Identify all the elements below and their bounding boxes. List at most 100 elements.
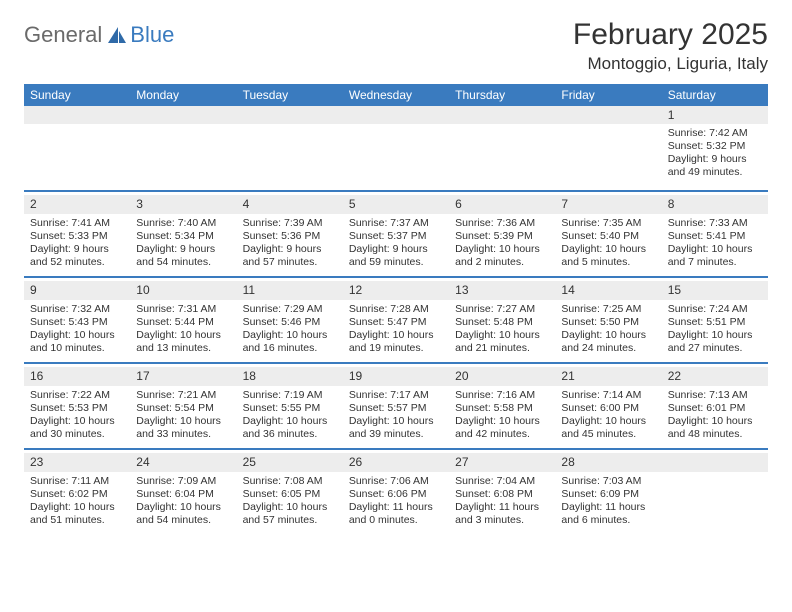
brand-blue: Blue — [130, 22, 174, 48]
day-number: 8 — [662, 195, 768, 214]
sunrise-text: Sunrise: 7:42 AM — [668, 127, 762, 140]
day-number: 23 — [24, 453, 130, 472]
day-number: 10 — [130, 281, 236, 300]
sunset-text: Sunset: 5:57 PM — [349, 402, 443, 415]
location: Montoggio, Liguria, Italy — [573, 54, 768, 74]
sunrise-text: Sunrise: 7:28 AM — [349, 303, 443, 316]
daylight-text: Daylight: 10 hours and 7 minutes. — [668, 243, 762, 269]
daylight-text: Daylight: 9 hours and 57 minutes. — [243, 243, 337, 269]
sunset-text: Sunset: 6:05 PM — [243, 488, 337, 501]
day-number-empty — [662, 453, 768, 472]
daylight-text: Daylight: 10 hours and 39 minutes. — [349, 415, 443, 441]
sunrise-text: Sunrise: 7:14 AM — [561, 389, 655, 402]
sunrise-text: Sunrise: 7:21 AM — [136, 389, 230, 402]
daylight-text: Daylight: 10 hours and 19 minutes. — [349, 329, 443, 355]
sunrise-text: Sunrise: 7:29 AM — [243, 303, 337, 316]
daylight-text: Daylight: 10 hours and 45 minutes. — [561, 415, 655, 441]
calendar-cell — [237, 124, 343, 190]
sunset-text: Sunset: 5:40 PM — [561, 230, 655, 243]
sunset-text: Sunset: 5:41 PM — [668, 230, 762, 243]
day-number: 19 — [343, 367, 449, 386]
sunrise-text: Sunrise: 7:16 AM — [455, 389, 549, 402]
sunrise-text: Sunrise: 7:03 AM — [561, 475, 655, 488]
day-number: 22 — [662, 367, 768, 386]
daylight-text: Daylight: 9 hours and 49 minutes. — [668, 153, 762, 179]
calendar-cell: 8Sunrise: 7:33 AMSunset: 5:41 PMDaylight… — [662, 192, 768, 276]
calendar-cell — [662, 450, 768, 534]
sunset-text: Sunset: 6:01 PM — [668, 402, 762, 415]
sunset-text: Sunset: 5:55 PM — [243, 402, 337, 415]
calendar-cell: 24Sunrise: 7:09 AMSunset: 6:04 PMDayligh… — [130, 450, 236, 534]
day-number: 16 — [24, 367, 130, 386]
sunset-text: Sunset: 5:43 PM — [30, 316, 124, 329]
day-number: 27 — [449, 453, 555, 472]
daylight-text: Daylight: 10 hours and 24 minutes. — [561, 329, 655, 355]
daylight-text: Daylight: 10 hours and 5 minutes. — [561, 243, 655, 269]
day-number: 14 — [555, 281, 661, 300]
day-number: 13 — [449, 281, 555, 300]
calendar-cell: 14Sunrise: 7:25 AMSunset: 5:50 PMDayligh… — [555, 278, 661, 362]
calendar-cell: 19 Sunrise: 7:17 AMSunset: 5:57 PMDayligh… — [343, 364, 449, 448]
calendar-cell: 17Sunrise: 7:21 AMSunset: 5:54 PMDayligh… — [130, 364, 236, 448]
calendar-cell — [555, 124, 661, 190]
calendar-cell: 13Sunrise: 7:27 AMSunset: 5:48 PMDayligh… — [449, 278, 555, 362]
calendar-cell: 7Sunrise: 7:35 AMSunset: 5:40 PMDaylight… — [555, 192, 661, 276]
day-number: 15 — [662, 281, 768, 300]
day-header-row: SundayMondayTuesdayWednesdayThursdayFrid… — [24, 84, 768, 106]
sunset-text: Sunset: 5:39 PM — [455, 230, 549, 243]
calendar-cell — [130, 124, 236, 190]
day-number: 3 — [130, 195, 236, 214]
calendar-cell: 18Sunrise: 7:19 AMSunset: 5:55 PMDayligh… — [237, 364, 343, 448]
daylight-text: Daylight: 10 hours and 13 minutes. — [136, 329, 230, 355]
sunrise-text: Sunrise: 7:13 AM — [668, 389, 762, 402]
day-number: 11 — [237, 281, 343, 300]
sunrise-text: Sunrise: 7:31 AM — [136, 303, 230, 316]
calendar-cell: 22Sunrise: 7:13 AMSunset: 6:01 PMDayligh… — [662, 364, 768, 448]
sunrise-text: Sunrise: 7:32 AM — [30, 303, 124, 316]
calendar-cell: 6Sunrise: 7:36 AMSunset: 5:39 PMDaylight… — [449, 192, 555, 276]
calendar-cell — [343, 124, 449, 190]
day-number: 12 — [343, 281, 449, 300]
calendar-cell: 26Sunrise: 7:06 AMSunset: 6:06 PMDayligh… — [343, 450, 449, 534]
calendar-cell: 11Sunrise: 7:29 AMSunset: 5:46 PMDayligh… — [237, 278, 343, 362]
day-number: 6 — [449, 195, 555, 214]
sail-icon — [106, 25, 128, 45]
day-number: 26 — [343, 453, 449, 472]
sunset-text: Sunset: 6:02 PM — [30, 488, 124, 501]
sunset-text: Sunset: 5:32 PM — [668, 140, 762, 153]
sunset-text: Sunset: 5:53 PM — [30, 402, 124, 415]
sunrise-text: Sunrise: 7:06 AM — [349, 475, 443, 488]
day-number: 25 — [237, 453, 343, 472]
sunrise-text: Sunrise: 7:35 AM — [561, 217, 655, 230]
calendar-cell — [449, 124, 555, 190]
calendar-cell: 21Sunrise: 7:14 AMSunset: 6:00 PMDayligh… — [555, 364, 661, 448]
calendar-cell: 16Sunrise: 7:22 AMSunset: 5:53 PMDayligh… — [24, 364, 130, 448]
sunrise-text: Sunrise: 7:27 AM — [455, 303, 549, 316]
sunset-text: Sunset: 5:37 PM — [349, 230, 443, 243]
sunrise-text: Sunrise: 7:22 AM — [30, 389, 124, 402]
sunrise-text: Sunrise: 7:08 AM — [243, 475, 337, 488]
day-number: 28 — [555, 453, 661, 472]
day-header: Wednesday — [343, 84, 449, 106]
sunset-text: Sunset: 5:54 PM — [136, 402, 230, 415]
day-number: 9 — [24, 281, 130, 300]
daylight-text: Daylight: 9 hours and 54 minutes. — [136, 243, 230, 269]
sunrise-text: Sunrise: 7:41 AM — [30, 217, 124, 230]
daylight-text: Daylight: 10 hours and 27 minutes. — [668, 329, 762, 355]
day-number: 1 — [662, 106, 768, 124]
daylight-text: Daylight: 10 hours and 36 minutes. — [243, 415, 337, 441]
daylight-text: Daylight: 10 hours and 16 minutes. — [243, 329, 337, 355]
month-title: February 2025 — [573, 18, 768, 52]
day-header: Saturday — [662, 84, 768, 106]
calendar-cell: 3Sunrise: 7:40 AMSunset: 5:34 PMDaylight… — [130, 192, 236, 276]
sunrise-text: Sunrise: 7:17 AM — [349, 389, 443, 402]
daylight-text: Daylight: 10 hours and 21 minutes. — [455, 329, 549, 355]
brand-general: General — [24, 22, 102, 48]
calendar-cell: Sunrise: 7:42 AMSunset: 5:32 PMDaylight:… — [662, 124, 768, 190]
title-block: February 2025 Montoggio, Liguria, Italy — [573, 18, 768, 74]
day-header: Thursday — [449, 84, 555, 106]
daylight-text: Daylight: 9 hours and 52 minutes. — [30, 243, 124, 269]
daylight-text: Daylight: 11 hours and 3 minutes. — [455, 501, 549, 527]
sunset-text: Sunset: 5:50 PM — [561, 316, 655, 329]
sunset-text: Sunset: 5:36 PM — [243, 230, 337, 243]
